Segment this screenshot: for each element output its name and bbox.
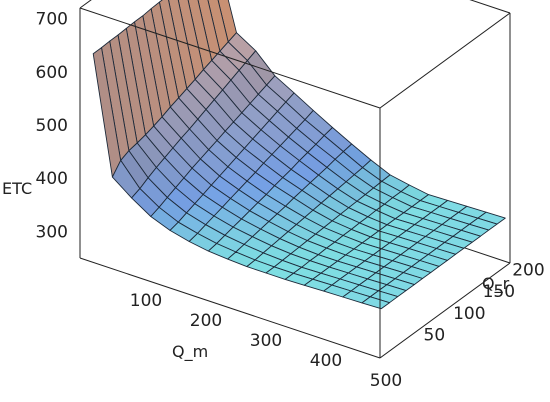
y-axis-label: Q_r xyxy=(482,274,510,294)
x-tick-label: 400 xyxy=(310,351,342,371)
z-tick-label: 500 xyxy=(36,116,68,136)
x-tick-label: 300 xyxy=(250,331,282,351)
box-edge xyxy=(79,7,381,109)
z-axis-label: ETC xyxy=(2,179,32,198)
surface-mesh xyxy=(92,0,506,310)
z-tick-label: 300 xyxy=(36,222,68,242)
x-tick-label: 200 xyxy=(190,311,222,331)
y-tick-label: 50 xyxy=(424,325,446,345)
box-edge xyxy=(379,12,511,109)
y-tick-label: 150 xyxy=(483,282,515,302)
z-tick-label: 700 xyxy=(36,10,68,30)
bounding-box-front xyxy=(79,7,511,359)
x-tick-label: 500 xyxy=(370,371,402,391)
y-tick-label: 100 xyxy=(453,304,485,324)
x-tick-label: 100 xyxy=(130,291,162,311)
z-tick-label: 600 xyxy=(36,63,68,83)
z-tick-label: 400 xyxy=(36,169,68,189)
x-axis-label: Q_m xyxy=(172,342,208,362)
y-tick-label: 200 xyxy=(512,261,544,281)
box-edge xyxy=(379,262,511,359)
box-edge xyxy=(469,0,511,14)
box-edge xyxy=(79,257,381,359)
surface-patch xyxy=(361,296,390,310)
tick-labels: 1002003004005005010015020030040050060070… xyxy=(36,10,545,391)
